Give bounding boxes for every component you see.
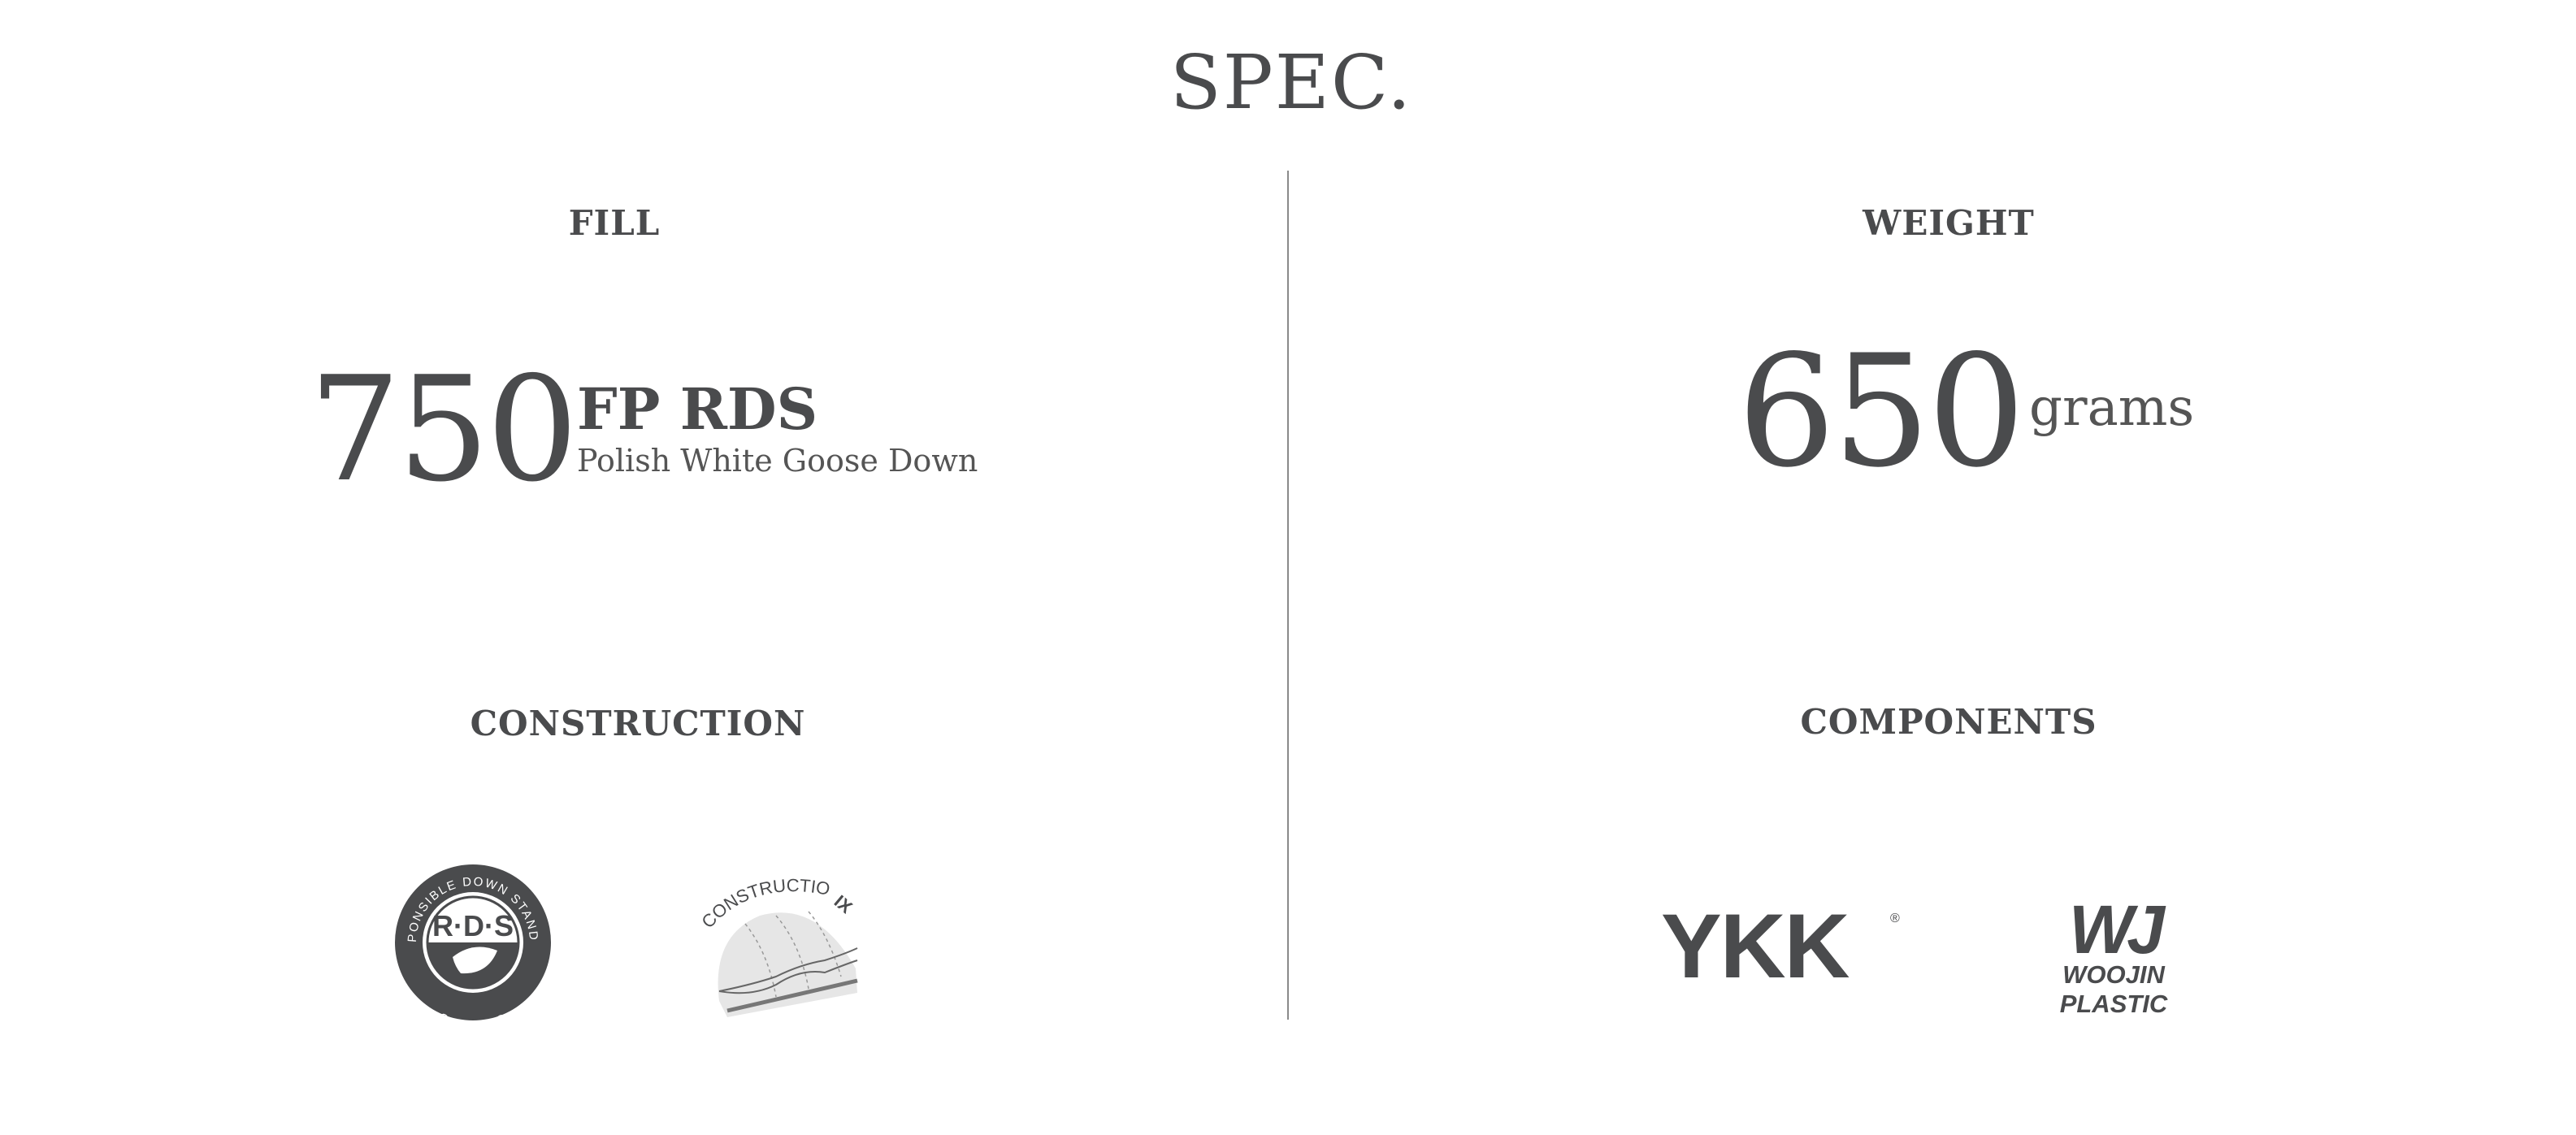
woojin-monogram: WJ	[2069, 891, 2165, 968]
components-heading: COMPONENTS	[1800, 702, 2097, 742]
column-divider	[1287, 171, 1289, 1020]
registered-mark: ®	[1890, 912, 1900, 925]
fill-unit: FP RDS	[577, 375, 818, 443]
ykk-logo: YKK ®	[1661, 894, 1900, 999]
rds-center-text: R·D·S	[432, 909, 514, 942]
page-title: SPEC.	[1169, 39, 1413, 126]
construction-heading: CONSTRUCTION	[470, 704, 806, 743]
weight-value: 650	[1737, 322, 2026, 501]
fill-description: Polish White Goose Down	[577, 443, 978, 479]
rds-certified-logo: R·D·S RESPONSIBLE DOWN STANDARD CERTIFIE…	[392, 861, 551, 1024]
woojin-plastic-logo: WJ WOOJIN PLASTIC	[2007, 891, 2220, 1019]
construction-ix-logo: CONSTRUCTION IX	[695, 863, 858, 1017]
fill-value: 750	[309, 345, 579, 513]
weight-unit: grams	[2029, 378, 2195, 438]
weight-heading: WEIGHT	[1863, 203, 2035, 243]
fill-heading: FILL	[568, 203, 661, 243]
ykk-logo-text: YKK	[1661, 895, 1850, 997]
woojin-logo-text: WOOJIN PLASTIC	[2059, 960, 2168, 1018]
construction-logo-suffix: IX	[830, 891, 856, 918]
